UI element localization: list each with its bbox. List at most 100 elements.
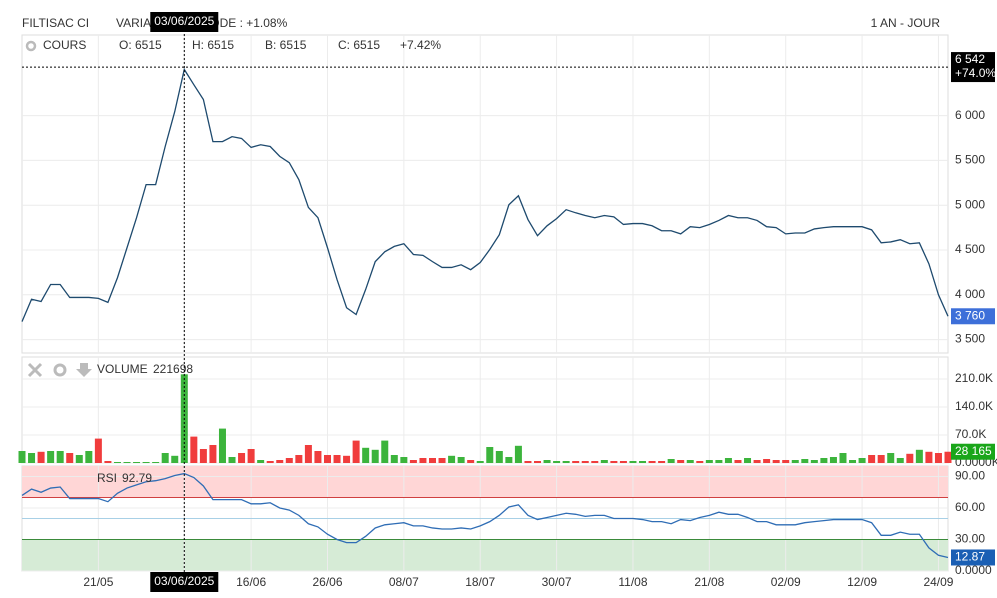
x-tick-label: 16/06 [236,575,266,589]
y-tick-label: 70.0K [955,427,986,441]
panel-name: RSI [97,471,117,485]
volume-bar [534,461,542,463]
volume-bar [400,457,408,463]
volume-bar [791,460,799,463]
volume-bar [457,457,465,463]
y-tick-label: 140.0K [955,399,993,413]
volume-bar [696,461,704,463]
volume-bar [829,457,837,463]
y-tick-label: 6 000 [955,108,985,122]
volume-bar [190,436,198,463]
readout: 221698 [153,362,193,376]
x-tick-label: 21/05 [83,575,113,589]
date-box-top [150,12,219,32]
volume-bar [47,451,55,463]
volume-bar [448,455,456,463]
volume-bar [142,462,150,463]
crosshair-change: +74.0% [955,66,996,80]
volume-bar [753,460,761,463]
crosshair-value: 6 542 [955,52,985,66]
volume-bar [199,449,207,463]
volume-bar [677,460,685,463]
volume-bar [734,460,742,463]
y-tick-label: 60.00 [955,500,985,514]
volume-bar [543,460,551,463]
volume-bar [486,447,494,463]
last-value-box [951,308,995,325]
legend-value: O: 6515 [119,38,162,52]
crosshair-date: 03/06/2025 [154,574,214,588]
y-tick-label: 210.0K [955,371,993,385]
volume-bar [209,445,217,463]
period: 1 AN - JOUR [871,16,941,30]
volume-bar [113,462,121,463]
volume-bar [581,461,589,463]
legend-value: B: 6515 [265,38,307,52]
overbought-zone [22,466,948,498]
volume-bar [619,461,627,463]
volume-bar [887,453,895,463]
volume-bar [171,455,179,463]
down-icon[interactable] [76,363,92,377]
crosshair-date: 03/06/2025 [154,14,214,28]
volume-bar [476,461,484,463]
volume-bar [85,451,93,463]
volume-bar [505,457,513,463]
volume-bar [438,458,446,463]
x-tick-label: 02/09 [771,575,801,589]
legend-value: +7.42% [400,38,441,52]
panel-name: VOLUME [97,362,148,376]
volume-bar [295,455,303,463]
price-panel [21,34,949,354]
volume-bar [763,459,771,463]
volume-bar [123,462,131,463]
volume-bar [323,455,331,463]
volume-bar [906,453,914,463]
symbol: FILTISAC CI [22,16,89,30]
volume-bar [810,460,818,463]
legend-value: H: 6515 [192,38,234,52]
volume-bar [362,447,370,463]
volume-bar [28,453,36,463]
volume-bar [276,460,284,463]
volume-bar [944,451,952,463]
last-value-box [951,549,995,566]
x-tick-label: 24/09 [923,575,953,589]
volume-bar [343,455,351,463]
volume-bar [352,440,360,463]
volume-bar [658,461,666,463]
volume-bar [820,458,828,463]
y-tick-label: 4 000 [955,287,985,301]
volume-bar [915,449,923,463]
volume-bar [639,461,647,463]
volume-bar [266,461,274,463]
panel-name: COURS [43,38,86,52]
y-tick-label: 30.00 [955,532,985,546]
crosshair-value-box [951,52,995,83]
price-line [21,67,949,322]
y-tick-label: 0.0000 [955,563,992,577]
volume-bar [801,459,809,463]
volume-bar [66,453,74,463]
x-tick-label: 18/07 [465,575,495,589]
volume-bar [591,461,599,463]
gear-icon[interactable] [25,40,37,52]
gear-icon[interactable] [53,363,67,377]
volume-bar [514,445,522,463]
volume-bar [934,453,942,463]
volume-bar [705,460,713,463]
x-tick-label: 08/07 [389,575,419,589]
volume-bar [667,459,675,463]
volume-bar [858,458,866,463]
volume-bar [152,462,160,463]
volume-bar [553,461,561,463]
y-tick-label: 5 500 [955,153,985,167]
price-line [21,472,949,559]
close-icon[interactable] [27,362,43,378]
volume-bar [629,461,637,463]
y-tick-label: 3 500 [955,332,985,346]
volume-bar [75,455,83,463]
volume-bar [428,458,436,463]
volume-bar [610,461,618,463]
